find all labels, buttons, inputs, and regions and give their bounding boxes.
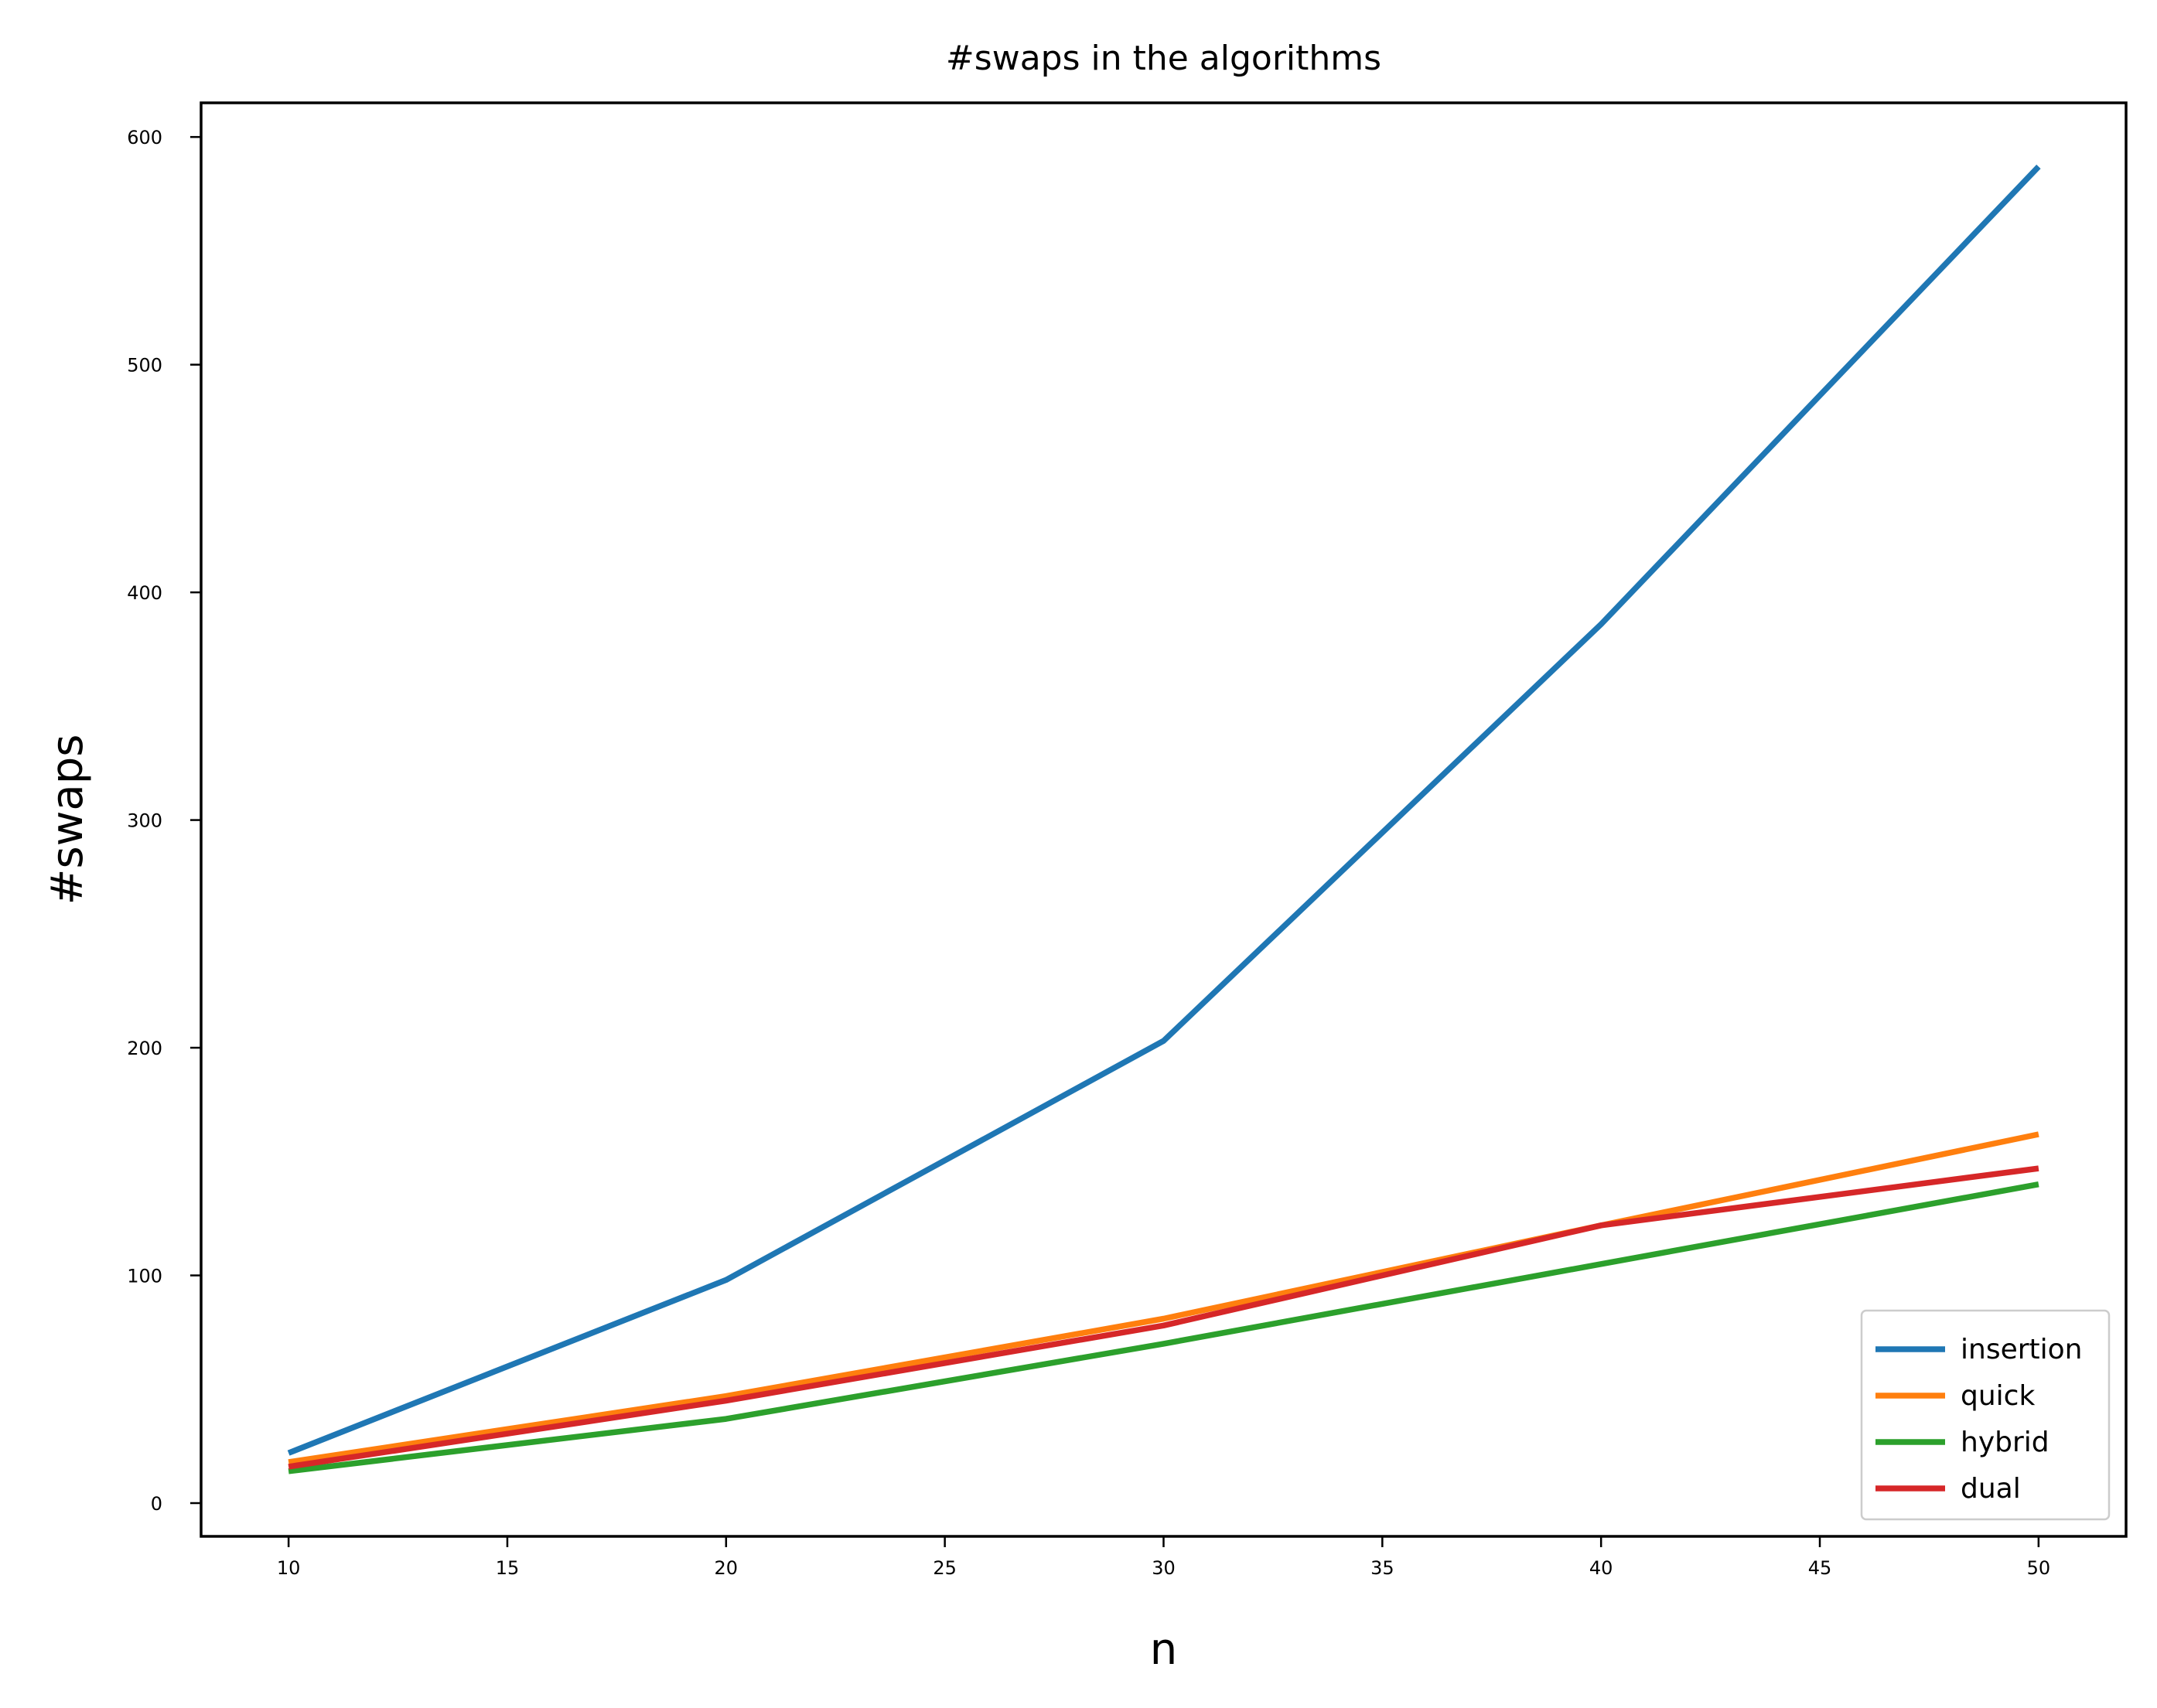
y-tick-label: 300 bbox=[127, 810, 162, 832]
chart-title: #swaps in the algorithms bbox=[946, 39, 1381, 78]
x-tick-label: 30 bbox=[1152, 1557, 1176, 1579]
series-line-quick bbox=[288, 1131, 2039, 1465]
plot-area-frame bbox=[200, 101, 2128, 1538]
series-line-insertion bbox=[287, 164, 2041, 1456]
x-tick-label: 15 bbox=[496, 1557, 520, 1579]
x-axis-ticks: 10 15 20 25 30 35 40 45 50 bbox=[277, 1536, 2050, 1579]
x-tick-label: 45 bbox=[1808, 1557, 1832, 1579]
legend-label-quick: quick bbox=[1961, 1380, 2035, 1412]
series-line-dual bbox=[288, 1165, 2039, 1470]
y-tick-label: 500 bbox=[127, 355, 162, 377]
legend: insertion quick hybrid dual bbox=[1860, 1309, 2111, 1521]
x-tick-label: 20 bbox=[715, 1557, 739, 1579]
legend-label-dual: dual bbox=[1961, 1473, 2021, 1505]
x-tick-label: 40 bbox=[1589, 1557, 1613, 1579]
y-axis-ticks: 0 100 200 300 400 500 600 bbox=[127, 127, 201, 1515]
series-layer bbox=[287, 164, 2041, 1474]
x-tick-label: 50 bbox=[2027, 1557, 2051, 1579]
y-tick-label: 0 bbox=[151, 1493, 162, 1515]
legend-box bbox=[1860, 1309, 2111, 1521]
x-tick-label: 25 bbox=[933, 1557, 957, 1579]
legend-label-hybrid: hybrid bbox=[1961, 1427, 2049, 1458]
y-tick-label: 600 bbox=[127, 127, 162, 148]
y-tick-label: 100 bbox=[127, 1266, 162, 1287]
x-tick-label: 10 bbox=[277, 1557, 301, 1579]
y-tick-label: 400 bbox=[127, 582, 162, 604]
x-tick-label: 35 bbox=[1370, 1557, 1394, 1579]
series-line-hybrid bbox=[288, 1181, 2039, 1474]
y-tick-label: 200 bbox=[127, 1038, 162, 1059]
legend-label-insertion: insertion bbox=[1961, 1334, 2082, 1365]
x-axis-label: n bbox=[1150, 1624, 1178, 1675]
y-axis-label: #swaps bbox=[43, 735, 93, 905]
